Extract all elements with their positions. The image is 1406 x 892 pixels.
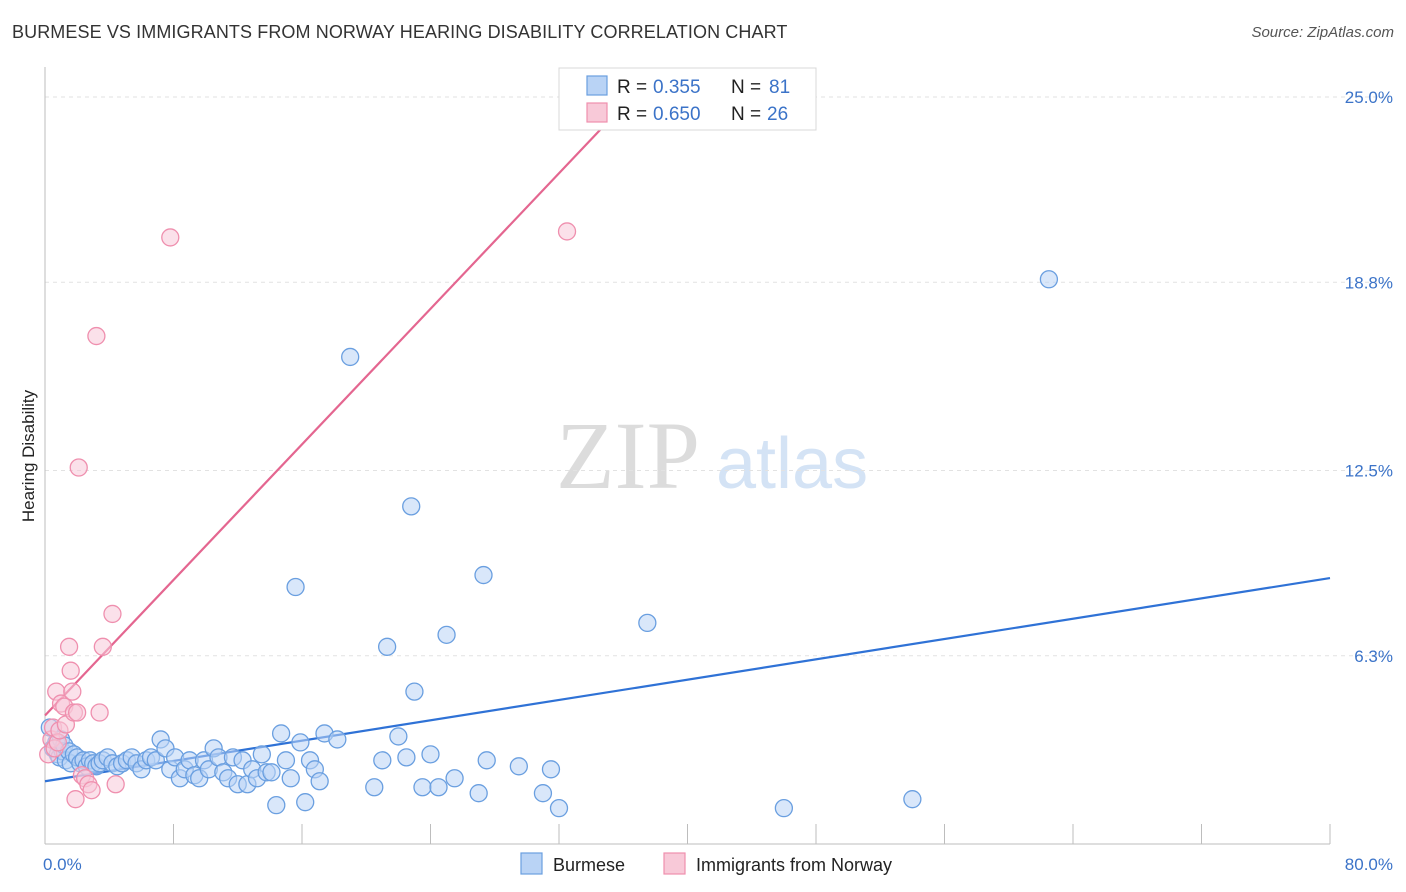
point-burmese-58 (276, 751, 296, 770)
point-burmese-86 (541, 760, 561, 779)
point-immigrants-from-norway-24 (103, 604, 122, 624)
x-tick-label-0: 0.0% (43, 855, 82, 874)
legend-r-label-1: R = (617, 77, 647, 98)
stats-legend: R = 0.355 N = 81 R = 0.650 N = 26 (558, 67, 817, 131)
y-tick-labels: 6.3% 12.5% 18.8% 25.0% (1345, 88, 1393, 666)
point-burmese-74 (402, 497, 421, 516)
point-burmese-75 (405, 682, 424, 701)
y-tick-label-2: 18.8% (1345, 273, 1393, 292)
point-burmese-70 (373, 751, 392, 770)
point-burmese-62 (296, 793, 315, 812)
bottom-legend-label-burmese: Burmese (553, 855, 625, 875)
legend-n-label-2: N = (731, 104, 761, 125)
point-burmese-71 (377, 637, 397, 656)
point-burmese-56 (267, 796, 286, 815)
point-immigrants-from-norway-27 (557, 222, 577, 241)
x-tick-labels: 0.0% 80.0% (43, 855, 1393, 874)
point-burmese-79 (437, 625, 456, 644)
point-burmese-84 (509, 757, 528, 776)
point-burmese-76 (413, 778, 432, 797)
point-burmese-90 (903, 790, 922, 809)
chart-title: BURMESE VS IMMIGRANTS FROM NORWAY HEARIN… (12, 22, 788, 42)
axes (44, 67, 1331, 845)
point-burmese-59 (281, 769, 300, 788)
point-burmese-77 (421, 745, 440, 764)
point-burmese-73 (397, 748, 416, 767)
point-burmese-83 (477, 751, 496, 770)
bottom-legend-swatch-burmese (520, 852, 543, 875)
y-tick-label-0: 6.3% (1354, 647, 1393, 666)
point-immigrants-from-norway-10 (59, 637, 79, 656)
point-burmese-78 (429, 778, 448, 797)
point-immigrants-from-norway-23 (93, 637, 112, 656)
data-points (39, 222, 1059, 818)
point-immigrants-from-norway-20 (82, 781, 101, 800)
point-immigrants-from-norway-26 (161, 228, 180, 247)
point-burmese-87 (549, 798, 569, 818)
chart-source: Source: ZipAtlas.com (1251, 24, 1394, 41)
x-tick-label-1: 80.0% (1345, 855, 1393, 874)
point-immigrants-from-norway-14 (66, 790, 85, 809)
watermark: ZIP atlas (556, 402, 868, 509)
point-immigrants-from-norway-22 (90, 703, 109, 722)
point-burmese-88 (638, 613, 657, 633)
point-burmese-69 (365, 778, 384, 797)
point-burmese-31 (146, 751, 165, 770)
point-burmese-65 (310, 772, 329, 791)
legend-n-label-1: N = (731, 77, 761, 98)
point-burmese-60 (286, 577, 305, 597)
y-tick-label-3: 25.0% (1345, 88, 1393, 107)
point-immigrants-from-norway-21 (87, 326, 106, 346)
legend-swatch-burmese (586, 75, 608, 96)
point-burmese-89 (774, 798, 794, 818)
legend-n-value-burmese: 81 (769, 77, 790, 98)
legend-r-label-2: R = (617, 104, 647, 125)
bottom-legend-swatch-norway (663, 852, 686, 875)
legend-r-value-burmese: 0.355 (653, 77, 701, 98)
point-burmese-81 (469, 784, 488, 803)
point-burmese-57 (271, 724, 291, 743)
legend-r-value-norway: 0.650 (653, 104, 701, 125)
trend-line-immigrants-from-norway (44, 96, 633, 717)
legend-n-value-norway: 26 (767, 104, 788, 125)
y-tick-label-1: 12.5% (1345, 462, 1393, 481)
point-burmese-55 (262, 763, 281, 782)
point-immigrants-from-norway-16 (69, 458, 88, 477)
point-burmese-72 (389, 727, 408, 746)
point-immigrants-from-norway-11 (61, 661, 80, 680)
point-burmese-85 (533, 784, 553, 803)
watermark-atlas: atlas (716, 424, 868, 504)
point-burmese-91 (1039, 270, 1059, 289)
series-legend: Burmese Immigrants from Norway (520, 852, 892, 875)
gridlines (45, 96, 1390, 657)
point-immigrants-from-norway-15 (67, 703, 87, 722)
point-burmese-53 (252, 745, 271, 764)
point-immigrants-from-norway-12 (63, 682, 82, 701)
point-burmese-80 (445, 769, 464, 788)
point-burmese-61 (291, 733, 310, 752)
point-burmese-68 (341, 347, 360, 367)
y-axis-title: Hearing Disability (19, 389, 38, 522)
point-immigrants-from-norway-25 (106, 775, 125, 794)
legend-swatch-norway (586, 102, 608, 123)
watermark-zip: ZIP (556, 402, 700, 509)
point-burmese-82 (474, 565, 493, 585)
point-burmese-67 (328, 730, 347, 749)
bottom-legend-label-norway: Immigrants from Norway (696, 855, 892, 875)
